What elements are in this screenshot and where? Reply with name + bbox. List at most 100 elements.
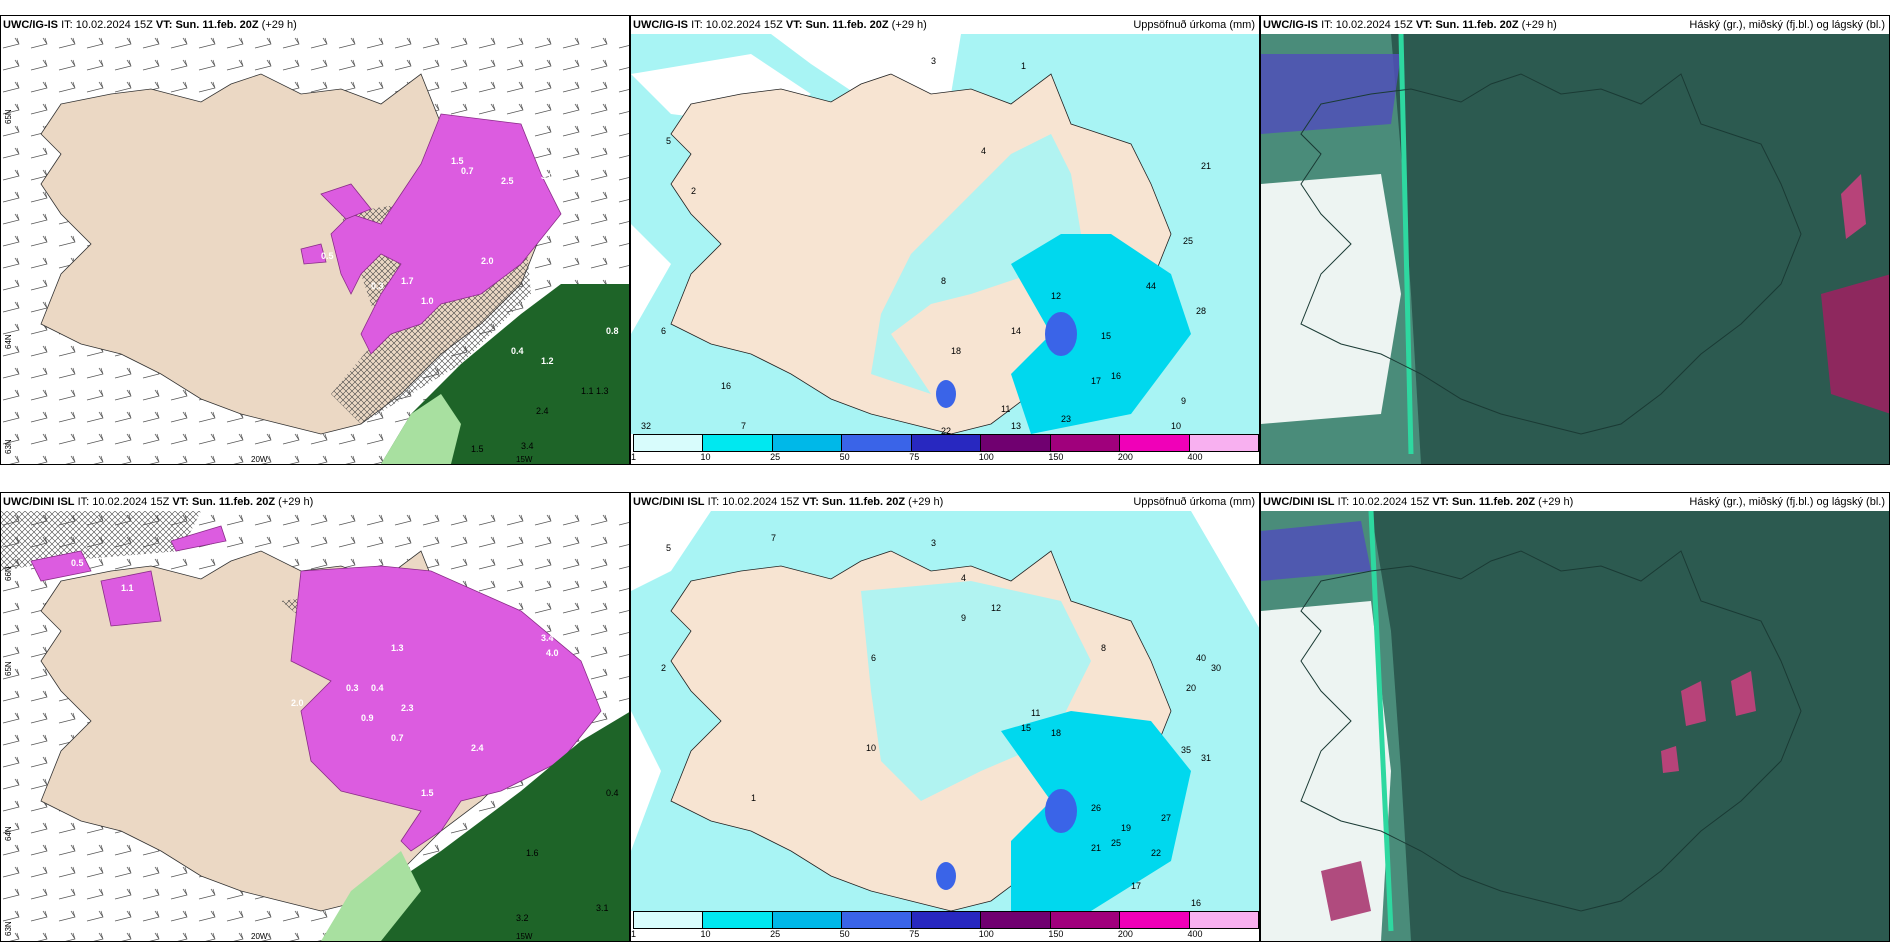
accum-label: 7: [771, 533, 776, 543]
accum-label: 16: [721, 381, 731, 391]
colorbar-label: 200: [1117, 452, 1133, 462]
colorbar-swatch: [842, 435, 912, 451]
iceland-outline: [1300, 550, 1802, 912]
accum-label: 30: [1211, 663, 1221, 673]
colorbar-label: 50: [839, 929, 850, 939]
map-svg: 0.5 1.1 2.0 0.3 0.4 0.9 2.3 1.5 3.4 4.0 …: [1, 511, 629, 941]
it-value: 10.02.2024 15Z: [92, 496, 170, 508]
value-label: 4.0: [546, 648, 559, 658]
map-accum-precip: 5 7 3 4 2 1 9 12 10 6 8 11 15 18 26 20 4…: [631, 511, 1259, 941]
colorbar-label: 1: [631, 929, 637, 939]
map-accum-precip: 3 1 2 5 4 8 12 14 18 22 32 16 7 11 13 6 …: [631, 34, 1259, 464]
model-name: UWC/IG-IS: [633, 19, 688, 31]
panel-precip-type-igis: UWC/IG-IS IT: 10.02.2024 15Z VT: Sun. 11…: [0, 15, 630, 465]
value-label: 0.7: [461, 166, 474, 176]
value-label: 3.4: [521, 441, 534, 451]
lead-time: (+29 h): [261, 19, 297, 31]
clear-area: [1261, 601, 1391, 941]
panel-header: UWC/IG-IS IT: 10.02.2024 15Z VT: Sun. 11…: [631, 16, 1259, 34]
model-name: UWC/DINI ISL: [1263, 496, 1335, 508]
precip-medium: [1001, 711, 1191, 911]
value-label: 1.6: [526, 848, 539, 858]
panel-clouds-dini: UWC/DINI ISL IT: 10.02.2024 15Z VT: Sun.…: [1260, 492, 1890, 942]
accum-label: 6: [661, 326, 666, 336]
accum-label: 18: [1051, 728, 1061, 738]
high-cloud-area: [1841, 174, 1866, 239]
map-title: Uppsöfnuð úrkoma (mm): [1133, 496, 1255, 508]
snow-area-west: [300, 183, 372, 265]
colorbar-label: 150: [1048, 452, 1064, 462]
colorbar-label: 400: [1187, 929, 1203, 939]
colorbar-labels: 1 10 25 50 75 100 150 200 400: [631, 929, 1259, 941]
it-value: 10.02.2024 15Z: [75, 19, 153, 31]
accum-label: 12: [1051, 291, 1061, 301]
lon-label: 20W: [251, 455, 268, 464]
colorbar-swatches: [633, 911, 1259, 929]
colorbar-label: 25: [770, 452, 781, 462]
map-svg: [1261, 511, 1889, 941]
value-label: 0.4: [606, 788, 619, 798]
accum-label: 1: [1021, 61, 1026, 71]
map-precip-type: 1.5 2.5 3.0 0.7 1.0 2.0 0.5 1.7 0.3 0.4 …: [1, 34, 629, 464]
precip-colorbar: 1 10 25 50 75 100 150 200 400: [631, 911, 1259, 941]
map-precip-type: 0.5 1.1 2.0 0.3 0.4 0.9 2.3 1.5 3.4 4.0 …: [1, 511, 629, 941]
lat-label: 64N: [4, 334, 13, 349]
value-label: 3.2: [516, 913, 529, 923]
colorbar-swatch: [981, 912, 1051, 928]
value-label: 0.4: [371, 683, 384, 693]
colorbar-swatch: [703, 435, 773, 451]
colorbar-swatch: [634, 912, 704, 928]
colorbar-swatch: [634, 435, 704, 451]
value-label: 2.4: [471, 743, 484, 753]
it-label: IT:: [1337, 496, 1350, 508]
lon-label: 15W: [516, 932, 533, 941]
it-label: IT:: [691, 19, 703, 31]
accum-label: 12: [991, 603, 1001, 613]
precip-colorbar: 1 10 25 50 75 100 150 200 400: [631, 434, 1259, 464]
map-title: Uppsöfnuð úrkoma (mm): [1133, 19, 1255, 31]
panel-header: UWC/DINI ISL IT: 10.02.2024 15Z VT: Sun.…: [1261, 493, 1889, 511]
vt-label: VT:: [1432, 496, 1449, 508]
panel-accum-precip-dini: UWC/DINI ISL IT: 10.02.2024 15Z VT: Sun.…: [630, 492, 1260, 942]
accum-label: 11: [1031, 708, 1040, 718]
accum-label: 19: [1121, 823, 1131, 833]
accum-label: 27: [1161, 813, 1171, 823]
accum-label: 44: [1146, 281, 1156, 291]
lat-label: 64N: [4, 826, 13, 841]
vt-label: VT:: [1415, 19, 1433, 31]
colorbar-swatch: [911, 435, 982, 451]
vt-value: Sun. 11.feb. 20Z: [805, 19, 889, 31]
panel-header: UWC/DINI ISL IT: 10.02.2024 15Z VT: Sun.…: [1, 493, 629, 511]
accum-label: 10: [866, 743, 876, 753]
colorbar-swatch: [1120, 912, 1190, 928]
value-label: 1.7: [401, 276, 414, 286]
rain-light-area: [381, 394, 461, 464]
precip-heavy: [1045, 789, 1077, 833]
clear-area: [1261, 174, 1401, 424]
accum-label: 25: [1183, 236, 1193, 246]
it-value: 10.02.2024 15Z: [705, 19, 783, 31]
high-cloud-area: [1661, 671, 1756, 773]
map-svg: 3 1 2 5 4 8 12 14 18 22 32 16 7 11 13 6 …: [631, 34, 1259, 436]
map-svg: 1.5 2.5 3.0 0.7 1.0 2.0 0.5 1.7 0.3 0.4 …: [1, 34, 629, 464]
accum-label: 11: [1001, 404, 1010, 414]
panel-header: UWC/DINI ISL IT: 10.02.2024 15Z VT: Sun.…: [631, 493, 1259, 511]
high-cloud-area: [1321, 861, 1371, 921]
value-label: 1.5: [451, 156, 464, 166]
lead-time: (+29 h): [908, 496, 944, 508]
accum-label: 17: [1091, 376, 1101, 386]
lat-label: 63N: [4, 439, 13, 454]
value-label: 0.5: [321, 251, 334, 261]
precip-heavy: [1045, 312, 1077, 356]
colorbar-swatch: [1189, 435, 1258, 451]
value-label: 0.3: [346, 683, 359, 693]
accum-label: 31: [1201, 753, 1211, 763]
accum-label: 15: [1021, 723, 1031, 733]
value-label: 0.8: [606, 326, 619, 336]
panel-clouds-igis: UWC/IG-IS IT: 10.02.2024 15Z VT: Sun. 11…: [1260, 15, 1890, 465]
accum-label: 1: [751, 793, 756, 803]
accum-label: 22: [1151, 848, 1161, 858]
colorbar-swatch: [1189, 912, 1258, 928]
it-value: 10.02.2024 15Z: [1335, 19, 1413, 31]
lead-time: (+29 h): [1538, 496, 1574, 508]
